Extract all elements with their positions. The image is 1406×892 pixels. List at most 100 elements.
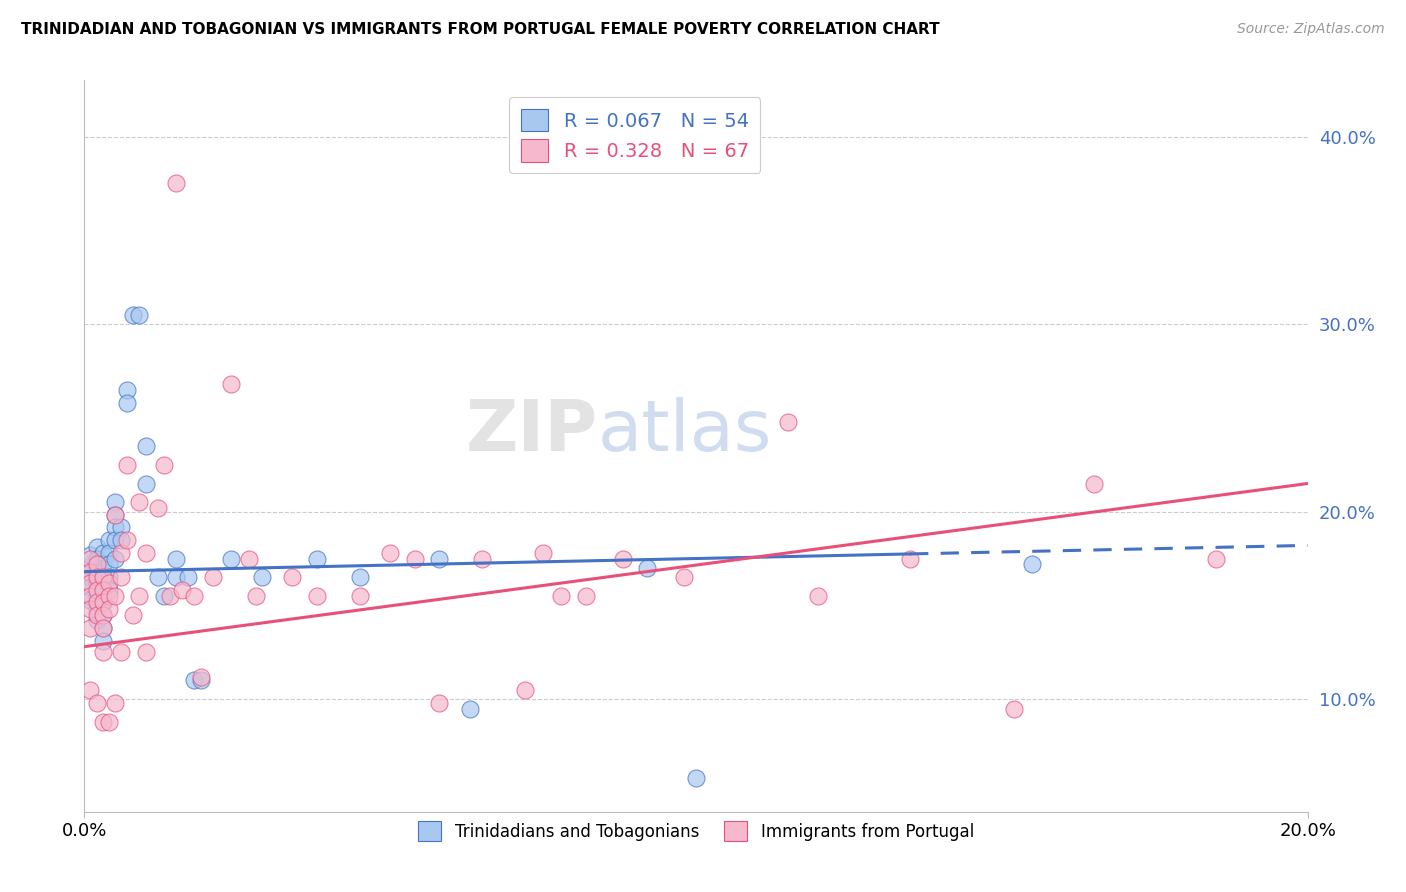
Point	[458, 701, 481, 715]
Point	[250, 570, 273, 584]
Point	[305, 551, 328, 566]
Point	[86, 551, 108, 566]
Point	[183, 673, 205, 688]
Point	[165, 570, 187, 584]
Point	[86, 696, 108, 710]
Point	[685, 771, 707, 785]
Point	[86, 583, 108, 598]
Point	[91, 570, 114, 584]
Legend: Trinidadians and Tobagonians, Immigrants from Portugal: Trinidadians and Tobagonians, Immigrants…	[412, 814, 980, 847]
Point	[86, 557, 108, 571]
Point	[183, 589, 205, 603]
Point	[97, 583, 120, 598]
Point	[104, 589, 127, 603]
Point	[380, 546, 402, 560]
Point	[86, 595, 108, 609]
Point	[115, 458, 138, 472]
Point	[97, 546, 120, 560]
Point	[86, 614, 108, 628]
Point	[91, 714, 114, 729]
Point	[79, 589, 101, 603]
Point	[79, 682, 101, 697]
Point	[91, 546, 114, 560]
Point	[349, 589, 371, 603]
Point	[79, 621, 101, 635]
Point	[776, 415, 799, 429]
Point	[404, 551, 426, 566]
Point	[86, 565, 108, 579]
Point	[79, 592, 101, 607]
Point	[91, 595, 114, 609]
Point	[91, 583, 114, 598]
Point	[219, 377, 242, 392]
Point	[165, 177, 187, 191]
Point	[91, 607, 114, 622]
Point	[97, 714, 120, 729]
Point	[672, 570, 695, 584]
Point	[91, 570, 114, 584]
Point	[97, 589, 120, 603]
Point	[513, 682, 536, 697]
Point	[110, 519, 132, 533]
Point	[97, 557, 120, 571]
Point	[79, 570, 101, 584]
Point	[86, 541, 108, 555]
Point	[110, 570, 132, 584]
Point	[305, 589, 328, 603]
Point	[91, 583, 114, 598]
Point	[115, 533, 138, 547]
Point	[104, 533, 127, 547]
Point	[128, 308, 150, 322]
Point	[128, 495, 150, 509]
Point	[86, 589, 108, 603]
Point	[190, 673, 212, 688]
Point	[79, 580, 101, 594]
Point	[807, 589, 830, 603]
Point	[79, 602, 101, 616]
Point	[110, 645, 132, 659]
Point	[612, 551, 634, 566]
Point	[1002, 701, 1025, 715]
Point	[91, 607, 114, 622]
Point	[281, 570, 304, 584]
Point	[135, 439, 157, 453]
Point	[97, 570, 120, 584]
Point	[115, 383, 138, 397]
Point	[146, 570, 169, 584]
Point	[165, 551, 187, 566]
Point	[86, 570, 108, 584]
Point	[201, 570, 224, 584]
Point	[104, 495, 127, 509]
Point	[104, 551, 127, 566]
Point	[104, 696, 127, 710]
Point	[153, 589, 176, 603]
Point	[91, 621, 114, 635]
Point	[97, 602, 120, 616]
Point	[427, 551, 450, 566]
Point	[1205, 551, 1227, 566]
Point	[86, 607, 108, 622]
Point	[104, 508, 127, 523]
Point	[190, 670, 212, 684]
Point	[146, 500, 169, 515]
Point	[86, 602, 108, 616]
Point	[110, 546, 132, 560]
Text: Source: ZipAtlas.com: Source: ZipAtlas.com	[1237, 22, 1385, 37]
Point	[86, 575, 108, 590]
Text: atlas: atlas	[598, 397, 772, 466]
Point	[135, 476, 157, 491]
Point	[219, 551, 242, 566]
Text: ZIP: ZIP	[465, 397, 598, 466]
Point	[79, 548, 101, 562]
Point	[898, 551, 921, 566]
Point	[91, 621, 114, 635]
Point	[245, 589, 267, 603]
Point	[159, 589, 181, 603]
Point	[1021, 557, 1043, 571]
Point	[110, 533, 132, 547]
Point	[91, 645, 114, 659]
Point	[91, 595, 114, 609]
Point	[122, 308, 145, 322]
Point	[79, 565, 101, 579]
Point	[79, 559, 101, 574]
